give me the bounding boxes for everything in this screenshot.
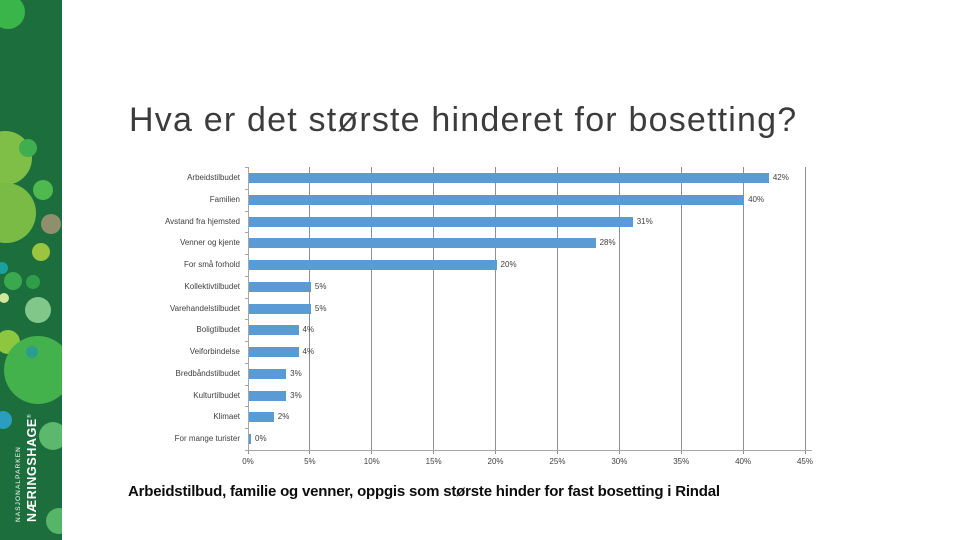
bar (249, 238, 596, 249)
decorative-circle (32, 243, 50, 261)
y-axis-tick (245, 254, 248, 255)
bar (249, 325, 299, 336)
gridline (742, 167, 744, 454)
category-label: Familien (209, 194, 240, 204)
decorative-circle (26, 346, 38, 358)
decorative-circle (0, 0, 25, 29)
y-axis-tick (245, 188, 248, 190)
x-tick-label: 40% (735, 457, 752, 466)
category-label: Varehandelstilbudet (169, 303, 240, 313)
y-axis-tick (245, 167, 248, 168)
category-label: Boligtilbudet (196, 325, 240, 335)
category-label: Klimaet (213, 412, 240, 422)
category-label: Veiforbindelse (189, 347, 240, 356)
y-axis-tick (245, 384, 248, 386)
x-tick-label: 5% (304, 457, 316, 466)
value-label: 0% (255, 434, 267, 443)
y-axis-tick (245, 428, 248, 429)
y-axis-tick (245, 319, 248, 321)
category-label: For mange turister (174, 434, 240, 443)
category-label: Avstand fra hjemsted (164, 216, 240, 226)
y-axis-tick (245, 297, 248, 299)
value-label: 2% (277, 412, 290, 422)
gridline (495, 167, 497, 454)
x-tick-label: 45% (796, 457, 813, 466)
bar-chart: 0% 5% 10% 15% 20% 25% 30% 35% 40% 45% Arbeidstilbu… (148, 167, 908, 477)
decorative-circle (26, 275, 40, 289)
decorative-circle (41, 214, 61, 234)
y-axis-tick (245, 406, 248, 408)
value-label: 3% (290, 368, 302, 378)
gridline (680, 167, 682, 454)
bar (249, 303, 311, 314)
bar (249, 390, 287, 401)
category-label: Arbeidstilbudet (187, 173, 240, 182)
gridline (618, 167, 620, 454)
value-label: 5% (314, 303, 327, 313)
x-tick-label: 30% (611, 457, 628, 466)
gridline (556, 167, 558, 454)
value-label: 42% (772, 173, 789, 182)
x-axis-line (245, 449, 812, 451)
bar (249, 281, 311, 292)
gridline (371, 167, 373, 454)
bar (249, 412, 274, 423)
y-axis-tick (245, 210, 248, 212)
x-tick-label: 15% (425, 457, 442, 466)
gridline (433, 167, 435, 454)
bar (249, 260, 497, 270)
category-label: Kollektivtilbudet (184, 281, 240, 291)
decorative-circle (0, 411, 12, 429)
decorative-circle (4, 272, 22, 290)
y-axis-tick (245, 275, 248, 277)
x-tick-label: 25% (549, 457, 566, 466)
value-label: 4% (302, 325, 315, 335)
decorative-circle (46, 508, 62, 534)
gridline (804, 167, 806, 454)
value-label: 40% (748, 194, 765, 204)
decorative-circle (0, 183, 36, 243)
trademark-symbol: ® (26, 413, 33, 419)
brand-name-top: NASJONALPARKEN (15, 446, 22, 522)
bar (249, 434, 251, 444)
bar (249, 368, 287, 379)
value-label: 28% (599, 238, 616, 248)
summary-statement: Arbeidstilbud, familie og venner, oppgis… (128, 483, 720, 500)
value-label: 3% (290, 390, 302, 400)
bar (249, 194, 745, 205)
y-axis-tick (245, 232, 248, 234)
slide-title: Hva er det største hinderet for bosettin… (129, 101, 798, 139)
decorative-circle (33, 180, 53, 200)
category-label: Bredbåndstilbudet (175, 368, 241, 378)
decorative-circle (39, 422, 62, 450)
y-axis-line (248, 167, 249, 450)
brand-name-bottom: NÆRINGSHAGE® (25, 413, 39, 522)
y-axis-tick (245, 362, 248, 364)
category-label: For små forhold (183, 260, 240, 269)
x-tick-label: 20% (487, 457, 504, 466)
bar (249, 216, 633, 227)
value-label: 4% (302, 347, 315, 356)
decorative-circle (25, 297, 51, 323)
decorative-circle (0, 262, 8, 274)
category-label: Kulturtilbudet (193, 390, 240, 400)
x-tick-label: 0% (242, 457, 254, 466)
bar (249, 347, 299, 357)
category-label: Venner og kjente (179, 238, 240, 248)
value-label: 31% (636, 216, 653, 226)
sidebar-decoration: NASJONALPARKEN NÆRINGSHAGE® (0, 0, 62, 540)
value-label: 5% (314, 281, 327, 291)
x-tick-label: 10% (363, 457, 380, 466)
decorative-circle (19, 139, 37, 157)
bar (249, 173, 769, 183)
y-axis-tick (245, 341, 248, 342)
x-tick-label: 35% (673, 457, 690, 466)
value-label: 20% (500, 260, 517, 269)
brand-logo: NASJONALPARKEN NÆRINGSHAGE® (15, 413, 39, 522)
decorative-circle (0, 293, 9, 303)
